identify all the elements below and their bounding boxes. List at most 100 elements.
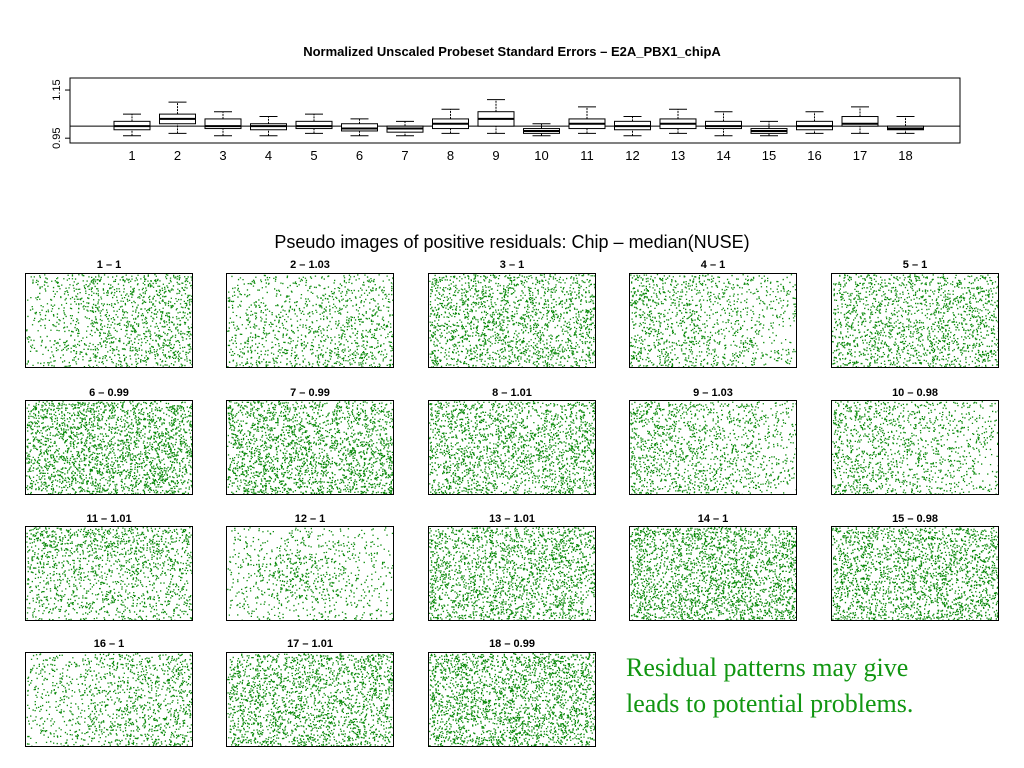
- pseudo-image-title: 17 – 1.01: [287, 638, 333, 650]
- residual-image: [227, 274, 393, 367]
- pseudo-image-panel: [25, 652, 193, 747]
- pseudo-image-panel: [831, 273, 999, 368]
- box-17: [841, 116, 879, 127]
- residual-points: [630, 401, 796, 494]
- residual-points: [832, 401, 998, 494]
- pseudo-image-title: 13 – 1.01: [489, 513, 535, 525]
- x-tick-label: 8: [447, 148, 454, 163]
- x-tick-label: 10: [534, 148, 548, 163]
- residual-points: [429, 401, 595, 494]
- annotation-line-1: Residual patterns may give: [626, 653, 909, 682]
- pseudo-image-panel: [629, 526, 797, 621]
- box-3: [204, 118, 242, 130]
- residual-image: [630, 527, 796, 620]
- pseudo-image-title: 1 – 1: [96, 259, 122, 271]
- pseudo-image-title: 11 – 1.01: [86, 513, 132, 525]
- residual-points: [227, 653, 393, 746]
- residual-image: [630, 274, 796, 367]
- pseudo-image-title: 14 – 1: [697, 513, 729, 525]
- annotation-note: Residual patterns may give leads to pote…: [626, 650, 1021, 722]
- pseudo-image-title: 15 – 0.98: [892, 513, 938, 525]
- x-tick-label: 18: [898, 148, 912, 163]
- pseudo-image-panel: [25, 526, 193, 621]
- residual-image: [227, 653, 393, 746]
- residual-points: [429, 274, 595, 367]
- pseudo-image-title: 18 – 0.99: [489, 638, 535, 650]
- plot-frame: [69, 77, 961, 144]
- pseudo-image-title: 7 – 0.99: [290, 387, 330, 399]
- residual-image: [429, 401, 595, 494]
- residual-points: [227, 274, 393, 367]
- x-tick-label: 15: [762, 148, 776, 163]
- nuse-boxplot: 0.951.151 2 3 4 5 6 7 8 9 10 11 12 13 14 15 16 17 18: [51, 77, 961, 163]
- y-tick-label: 0.95: [51, 127, 63, 148]
- pseudo-image-title: 16 – 1: [93, 638, 125, 650]
- residual-points: [832, 274, 998, 367]
- residual-image: [832, 527, 998, 620]
- residual-image: [832, 274, 998, 367]
- residual-image: [26, 653, 192, 746]
- residual-image: [227, 527, 393, 620]
- x-tick-label: 3: [219, 148, 226, 163]
- pseudo-image-panel: [831, 526, 999, 621]
- x-tick-label: 16: [807, 148, 821, 163]
- residual-points: [630, 274, 796, 367]
- residual-points: [26, 401, 192, 494]
- pseudo-image-panel: [428, 273, 596, 368]
- pseudo-image-title: 8 – 1.01: [492, 387, 532, 399]
- x-tick-label: 13: [671, 148, 685, 163]
- pseudo-image-panel: [831, 400, 999, 495]
- x-tick-label: 5: [310, 148, 317, 163]
- x-tick-label: 11: [580, 148, 594, 163]
- pseudo-image-panel: [428, 400, 596, 495]
- pseudo-image-panel: [226, 652, 394, 747]
- pseudo-image-title: 10 – 0.98: [892, 387, 938, 399]
- x-tick-label: 1: [128, 148, 135, 163]
- residual-points: [429, 527, 595, 620]
- residual-image: [630, 401, 796, 494]
- residual-points: [832, 527, 998, 620]
- x-tick-label: 14: [716, 148, 730, 163]
- x-tick-label: 6: [356, 148, 363, 163]
- residual-image: [26, 527, 192, 620]
- residual-image: [26, 401, 192, 494]
- pseudo-image-title: 3 – 1: [499, 259, 525, 271]
- x-tick-label: 4: [265, 148, 272, 163]
- pseudo-image-panel: [226, 273, 394, 368]
- y-tick-label: 1.15: [51, 79, 63, 100]
- annotation-line-2: leads to potential problems.: [626, 689, 914, 718]
- pseudo-image-panel: [25, 273, 193, 368]
- pseudo-image-panel: [428, 652, 596, 747]
- boxplot-title: Normalized Unscaled Probeset Standard Er…: [303, 44, 721, 59]
- pseudo-image-panel: [226, 526, 394, 621]
- pseudo-image-panel: [428, 526, 596, 621]
- pseudo-image-title: 5 – 1: [902, 259, 928, 271]
- pseudo-image-panel: [226, 400, 394, 495]
- x-tick-label: 9: [492, 148, 499, 163]
- residual-image: [429, 653, 595, 746]
- pseudo-image-panel: [25, 400, 193, 495]
- box-5: [295, 120, 333, 130]
- residual-points: [26, 653, 192, 746]
- residual-image: [429, 274, 595, 367]
- residual-image: [26, 274, 192, 367]
- residual-points: [26, 274, 192, 367]
- box-6: [341, 123, 378, 132]
- pseudo-image-panel: [629, 400, 797, 495]
- pseudo-image-title: 4 – 1: [700, 259, 726, 271]
- pseudo-image-title: 12 – 1: [294, 513, 326, 525]
- pseudo-image-panel: [629, 273, 797, 368]
- box-14: [705, 120, 742, 130]
- pseudo-images-title: Pseudo images of positive residuals: Chi…: [274, 232, 750, 252]
- pseudo-image-title: 6 – 0.99: [89, 387, 129, 399]
- x-tick-label: 2: [174, 148, 181, 163]
- residual-points: [429, 653, 595, 746]
- residual-image: [429, 527, 595, 620]
- pseudo-image-title: 2 – 1.03: [290, 259, 330, 271]
- residual-points: [227, 527, 393, 620]
- pseudo-image-title: 9 – 1.03: [693, 387, 733, 399]
- residual-image: [227, 401, 393, 494]
- residual-points: [630, 527, 796, 620]
- x-tick-label: 12: [625, 148, 639, 163]
- x-tick-label: 17: [853, 148, 867, 163]
